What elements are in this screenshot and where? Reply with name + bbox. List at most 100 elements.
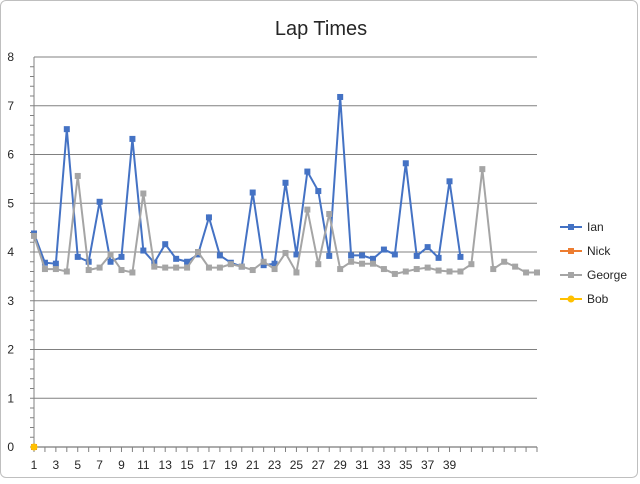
data-point <box>413 266 420 273</box>
x-tick-label: 1 <box>31 458 38 472</box>
data-point <box>184 258 191 265</box>
data-point <box>402 160 409 167</box>
data-point <box>413 252 420 259</box>
data-point <box>151 263 158 270</box>
x-tick-label: 13 <box>159 458 173 472</box>
y-tick-label: 0 <box>7 440 14 454</box>
series-layer <box>30 93 540 451</box>
data-point <box>162 264 169 271</box>
x-axis-ticks: 1 3 5 7 9 11 13 15 17 19 21 23 25 27 29 31 33 35 37 39 <box>31 447 538 472</box>
x-tick-label: 19 <box>224 458 238 472</box>
data-point <box>52 260 59 267</box>
data-point <box>173 264 180 271</box>
data-point <box>337 93 344 100</box>
data-point <box>31 232 37 239</box>
data-point <box>326 252 333 259</box>
y-tick-label: 5 <box>7 196 14 210</box>
data-point <box>315 261 322 268</box>
data-point <box>391 251 398 258</box>
data-point <box>369 260 376 267</box>
legend-label: Bob <box>587 292 609 306</box>
data-point <box>96 198 103 205</box>
data-point <box>348 252 355 259</box>
legend-item-bob: Bob <box>560 292 609 306</box>
data-point <box>293 269 300 276</box>
data-point <box>490 266 497 273</box>
data-point <box>271 260 278 267</box>
legend-item-george: George <box>560 268 627 282</box>
data-point <box>457 268 464 275</box>
data-point <box>446 268 453 275</box>
data-point <box>315 188 322 195</box>
data-point <box>118 253 125 260</box>
data-point <box>380 266 387 273</box>
data-point <box>249 267 256 274</box>
data-point <box>52 266 59 273</box>
chart-title: Lap Times <box>275 18 367 40</box>
data-point <box>457 253 464 260</box>
data-point <box>238 263 245 270</box>
x-tick-label: 7 <box>96 458 103 472</box>
data-point <box>380 246 387 253</box>
data-point <box>184 264 191 271</box>
y-tick-label: 4 <box>7 245 14 259</box>
y-tick-label: 1 <box>7 391 14 405</box>
x-tick-label: 15 <box>180 458 194 472</box>
data-point <box>227 261 234 268</box>
legend-label: Nick <box>587 244 611 258</box>
data-point <box>162 241 169 248</box>
data-point <box>140 190 147 197</box>
x-tick-label: 27 <box>312 458 326 472</box>
data-point <box>216 264 223 271</box>
data-point <box>424 264 431 271</box>
data-point <box>173 255 180 262</box>
legend: Ian Nick George Bob <box>560 220 627 306</box>
y-tick-label: 3 <box>7 294 14 308</box>
data-point <box>435 254 442 261</box>
data-point <box>326 210 333 217</box>
data-point <box>260 258 267 265</box>
data-point <box>96 264 103 271</box>
data-point <box>63 268 70 275</box>
x-tick-label: 3 <box>53 458 60 472</box>
data-point <box>512 263 519 270</box>
data-point <box>479 166 486 173</box>
x-tick-label: 31 <box>355 458 369 472</box>
data-point <box>260 262 267 269</box>
data-point <box>195 249 202 255</box>
data-point <box>304 168 311 175</box>
data-point <box>369 255 376 262</box>
data-point <box>391 270 398 277</box>
series-ian <box>31 93 464 270</box>
series-george <box>31 166 540 277</box>
x-tick-label: 9 <box>118 458 125 472</box>
data-point <box>140 247 147 254</box>
data-point <box>41 259 48 266</box>
data-point <box>337 266 344 273</box>
x-tick-label: 5 <box>74 458 81 472</box>
x-tick-label: 21 <box>246 458 260 472</box>
data-point <box>118 267 125 274</box>
data-point <box>129 135 136 142</box>
data-point <box>435 267 442 274</box>
legend-swatch-marker <box>568 248 574 254</box>
series-line-ian <box>33 96 462 268</box>
data-point <box>85 267 92 274</box>
data-point <box>293 251 300 258</box>
data-point <box>205 264 212 271</box>
data-point <box>523 269 530 276</box>
legend-item-nick: Nick <box>560 244 611 258</box>
data-point <box>348 258 355 265</box>
x-tick-label: 25 <box>290 458 304 472</box>
data-point <box>468 261 475 268</box>
y-tick-label: 2 <box>7 343 14 357</box>
y-tick-label: 6 <box>7 148 14 162</box>
data-point <box>304 206 311 213</box>
y-tick-label: 8 <box>7 50 14 64</box>
data-point <box>534 269 540 276</box>
data-point <box>107 251 114 258</box>
x-tick-label: 29 <box>333 458 347 472</box>
data-point <box>74 172 81 179</box>
data-point <box>501 258 508 265</box>
